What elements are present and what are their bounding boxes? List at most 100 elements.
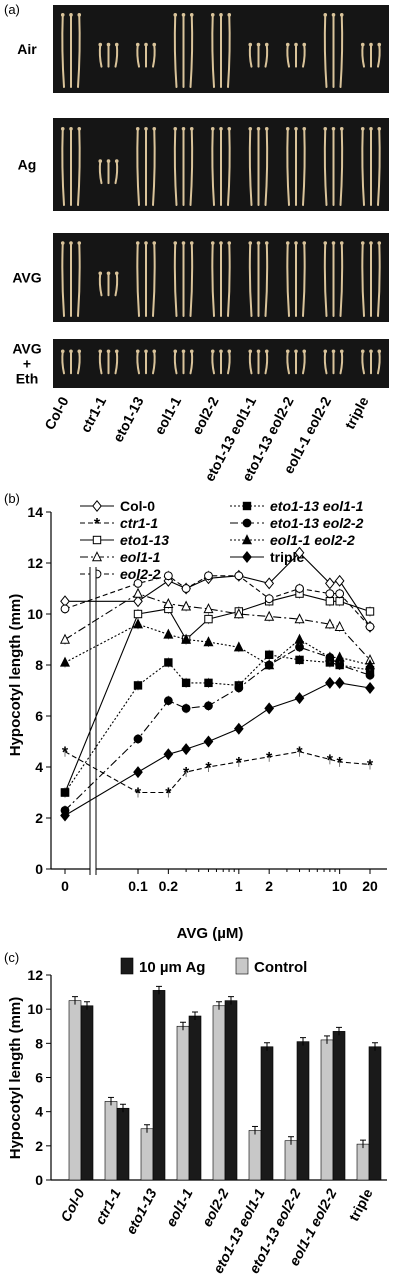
data-point: * (135, 786, 142, 803)
cotyledon (189, 126, 194, 131)
genotype-label: eto1-13 (110, 394, 147, 445)
cotyledon (323, 349, 328, 354)
y-tick-label: 6 (35, 708, 43, 724)
cotyledon (219, 126, 223, 131)
series (60, 570, 375, 632)
cotyledon (294, 42, 298, 47)
legend-label: Control (254, 959, 307, 976)
bar (224, 1000, 238, 1181)
data-point: * (165, 786, 172, 803)
seedling (189, 350, 194, 375)
data-point: * (296, 745, 303, 762)
seedling (77, 127, 81, 206)
cotyledon (189, 241, 194, 245)
cotyledon (98, 271, 103, 276)
data-point (60, 809, 70, 822)
data-point (204, 701, 213, 711)
data-point (60, 788, 70, 797)
panel-b-label: (b) (4, 491, 20, 506)
cotyledon (219, 13, 223, 17)
x-tick-label: 0 (61, 878, 69, 894)
seedling (136, 350, 140, 375)
seedling (302, 242, 306, 317)
data-point (204, 678, 213, 688)
data-point (324, 651, 335, 662)
data-point (294, 546, 305, 559)
cotyledon (339, 126, 344, 131)
y-tick-label: 12 (27, 967, 43, 983)
cotyledon (285, 241, 290, 245)
seedling (152, 43, 156, 68)
cotyledon (77, 126, 82, 131)
seedling (248, 350, 253, 375)
cotyledon (294, 241, 298, 245)
seedling (173, 242, 178, 317)
cotyledon (189, 349, 194, 354)
data-point (325, 589, 335, 598)
seedling (361, 242, 365, 317)
seedling (248, 127, 253, 206)
data-point (133, 595, 143, 608)
y-tick-label: 4 (35, 1104, 43, 1120)
bar (332, 1031, 346, 1181)
cotyledon (98, 42, 103, 47)
data-point (264, 594, 274, 604)
cotyledon (152, 241, 157, 245)
bar (80, 1005, 94, 1181)
data-point (60, 604, 70, 614)
legend-label: ctr1-1 (120, 515, 158, 531)
genotype-label: triple (341, 394, 371, 432)
series (59, 618, 376, 670)
cotyledon (106, 42, 111, 47)
data-point (132, 587, 144, 598)
genotype-label: eol1-1 (151, 394, 184, 437)
cotyledon (114, 42, 119, 47)
data-point (181, 600, 192, 611)
genotype-label: ctr1-1 (77, 394, 109, 435)
seedling (189, 13, 194, 88)
seedling (114, 160, 119, 185)
seedling (61, 127, 65, 206)
cotyledon (248, 126, 253, 131)
cotyledon (369, 241, 373, 245)
data-point (294, 633, 305, 644)
bar (104, 1101, 118, 1181)
seedling (173, 350, 178, 375)
cotyledon (144, 42, 148, 47)
data-point (164, 658, 173, 667)
cotyledon (339, 13, 344, 17)
panel-c-bar-chart: (c) 10 µm Ag Control 0 2 4 6 8 10 12 Col-0 ctr1-… (4, 950, 387, 1276)
cotyledon (210, 126, 215, 131)
seedling (377, 43, 381, 68)
seedling (61, 13, 65, 88)
cotyledon (60, 13, 65, 17)
legend-entry: eol1-1 eol2-2 (230, 532, 355, 548)
data-point (242, 518, 252, 528)
seedling (61, 242, 65, 317)
data-point (133, 734, 143, 744)
cotyledon (152, 349, 157, 354)
bar (284, 1140, 298, 1181)
seedling (339, 350, 344, 375)
data-point (365, 670, 375, 680)
legend-swatch (120, 957, 134, 975)
seedling (98, 350, 103, 375)
cotyledon (294, 126, 298, 131)
series-line (65, 552, 371, 628)
data-point: * (183, 765, 190, 782)
seedling (339, 127, 344, 206)
seedling (211, 127, 215, 206)
seedling (77, 13, 81, 88)
cotyledon (285, 126, 290, 131)
seedling (248, 43, 253, 68)
cotyledon (377, 126, 382, 131)
photo-row-label: AVG (12, 270, 41, 286)
seedling (361, 43, 365, 68)
cotyledon (181, 349, 186, 354)
bar (116, 1107, 130, 1181)
data-point (234, 571, 244, 581)
series (60, 649, 375, 798)
category-label: eol2-2 (199, 1186, 232, 1229)
category-label: ctr1-1 (92, 1186, 124, 1227)
data-point (334, 574, 345, 587)
